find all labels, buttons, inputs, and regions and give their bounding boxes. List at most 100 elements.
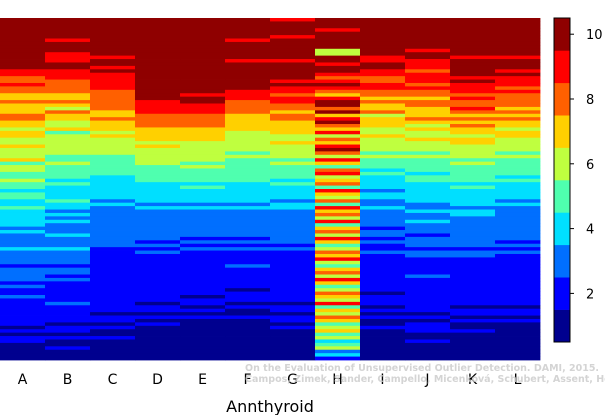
- heatmap-cell-H-60: [315, 223, 361, 228]
- heatmap-cell-F-90: [225, 325, 271, 330]
- heatmap-cell-L-59: [495, 219, 541, 224]
- heatmap-cell-C-71: [90, 260, 136, 265]
- heatmap-cell-B-44: [45, 168, 91, 173]
- heatmap-cell-F-33: [225, 130, 271, 135]
- heatmap-cell-B-77: [45, 281, 91, 286]
- heatmap-cell-D-38: [135, 147, 181, 152]
- heatmap-cell-B-81: [45, 295, 91, 299]
- heatmap-cell-H-30: [315, 120, 361, 125]
- heatmap-cell-K-98: [450, 353, 496, 357]
- heatmap-cell-F-99: [225, 356, 271, 361]
- x-tick-label-E: E: [198, 372, 207, 388]
- heatmap-cell-D-19: [135, 82, 181, 87]
- heatmap-cell-G-6: [270, 38, 316, 43]
- heatmap-cell-F-65: [225, 240, 271, 245]
- heatmap-cell-E-95: [180, 342, 226, 347]
- heatmap-cell-B-38: [45, 147, 91, 152]
- heatmap-cell-I-30: [360, 120, 406, 125]
- heatmap-cell-A-64: [0, 236, 46, 241]
- heatmap-cell-B-74: [45, 271, 91, 275]
- heatmap-cell-H-68: [315, 250, 361, 255]
- heatmap-cell-A-13: [0, 62, 46, 67]
- heatmap-cell-C-52: [90, 195, 136, 200]
- heatmap-cell-D-88: [135, 318, 181, 323]
- heatmap-cell-B-62: [45, 230, 91, 234]
- heatmap-cell-E-24: [180, 100, 226, 104]
- heatmap-cell-B-34: [45, 134, 91, 139]
- heatmap-cell-E-8: [180, 45, 226, 50]
- heatmap-cell-H-48: [315, 182, 361, 186]
- heatmap-cell-G-13: [270, 62, 316, 67]
- heatmap-cell-J-71: [405, 260, 451, 265]
- heatmap-cell-C-99: [90, 356, 136, 361]
- heatmap-cell-C-84: [90, 305, 136, 310]
- heatmap-cell-D-44: [135, 168, 181, 173]
- heatmap-cell-F-2: [225, 24, 271, 29]
- heatmap-cell-I-43: [360, 165, 406, 169]
- heatmap-cell-L-4: [495, 31, 541, 36]
- heatmap-cell-F-3: [225, 28, 271, 33]
- heatmap-cell-A-22: [0, 93, 46, 98]
- heatmap-cell-F-97: [225, 349, 271, 354]
- heatmap-cell-E-22: [180, 93, 226, 98]
- heatmap-cell-I-27: [360, 110, 406, 115]
- heatmap-cell-I-41: [360, 158, 406, 163]
- heatmap-cell-D-21: [135, 89, 181, 94]
- heatmap-cell-H-82: [315, 298, 361, 303]
- heatmap-cell-J-93: [405, 336, 451, 340]
- heatmap-cell-I-53: [360, 199, 406, 204]
- heatmap-cell-G-41: [270, 158, 316, 163]
- heatmap-cell-H-85: [315, 308, 361, 313]
- heatmap-cell-F-20: [225, 86, 271, 91]
- heatmap-cell-F-53: [225, 199, 271, 204]
- heatmap-cell-L-99: [495, 356, 541, 361]
- heatmap-cell-C-60: [90, 223, 136, 228]
- heatmap-cell-A-65: [0, 240, 46, 245]
- heatmap-cell-A-78: [0, 284, 46, 289]
- heatmap-cell-H-83: [315, 301, 361, 306]
- heatmap-cell-L-25: [495, 103, 541, 108]
- heatmap-cell-D-3: [135, 28, 181, 33]
- heatmap-cell-H-62: [315, 230, 361, 234]
- heatmap-cell-I-47: [360, 178, 406, 183]
- heatmap-cell-L-62: [495, 230, 541, 234]
- heatmap-cell-C-58: [90, 216, 136, 221]
- heatmap-cell-I-16: [360, 72, 406, 77]
- heatmap-cell-F-21: [225, 89, 271, 94]
- heatmap-cell-E-88: [180, 318, 226, 323]
- heatmap-cell-H-7: [315, 41, 361, 46]
- heatmap-cell-E-13: [180, 62, 226, 67]
- heatmap-cell-D-65: [135, 240, 181, 245]
- heatmap-cell-K-34: [450, 134, 496, 139]
- heatmap-cell-I-59: [360, 219, 406, 224]
- heatmap-cell-D-93: [135, 336, 181, 340]
- heatmap-cell-D-13: [135, 62, 181, 67]
- heatmap-cell-K-77: [450, 281, 496, 286]
- heatmap-cell-C-79: [90, 288, 136, 292]
- heatmap-cell-C-81: [90, 295, 136, 299]
- heatmap-cell-G-42: [270, 161, 316, 166]
- heatmap-cell-F-64: [225, 236, 271, 241]
- heatmap-cell-F-74: [225, 271, 271, 275]
- heatmap-cell-E-10: [180, 52, 226, 57]
- heatmap-cell-H-74: [315, 271, 361, 275]
- heatmap-cell-K-66: [450, 243, 496, 248]
- heatmap-cell-B-67: [45, 247, 91, 251]
- heatmap-cell-C-88: [90, 318, 136, 323]
- heatmap-cell-J-1: [405, 21, 451, 26]
- heatmap-cell-K-87: [450, 315, 496, 320]
- heatmap-cell-G-86: [270, 312, 316, 316]
- heatmap-cell-B-7: [45, 41, 91, 46]
- heatmap-cell-J-41: [405, 158, 451, 163]
- heatmap-cell-G-25: [270, 103, 316, 108]
- heatmap-cell-H-46: [315, 175, 361, 180]
- x-tick-label-G: G: [287, 372, 298, 388]
- heatmap-cell-G-47: [270, 178, 316, 183]
- heatmap-cell-D-27: [135, 110, 181, 115]
- heatmap-cell-J-82: [405, 298, 451, 303]
- heatmap-cell-G-50: [270, 189, 316, 193]
- heatmap-cell-A-59: [0, 219, 46, 224]
- heatmap-cell-B-94: [45, 339, 91, 344]
- heatmap-cell-A-20: [0, 86, 46, 91]
- heatmap-cell-K-38: [450, 147, 496, 152]
